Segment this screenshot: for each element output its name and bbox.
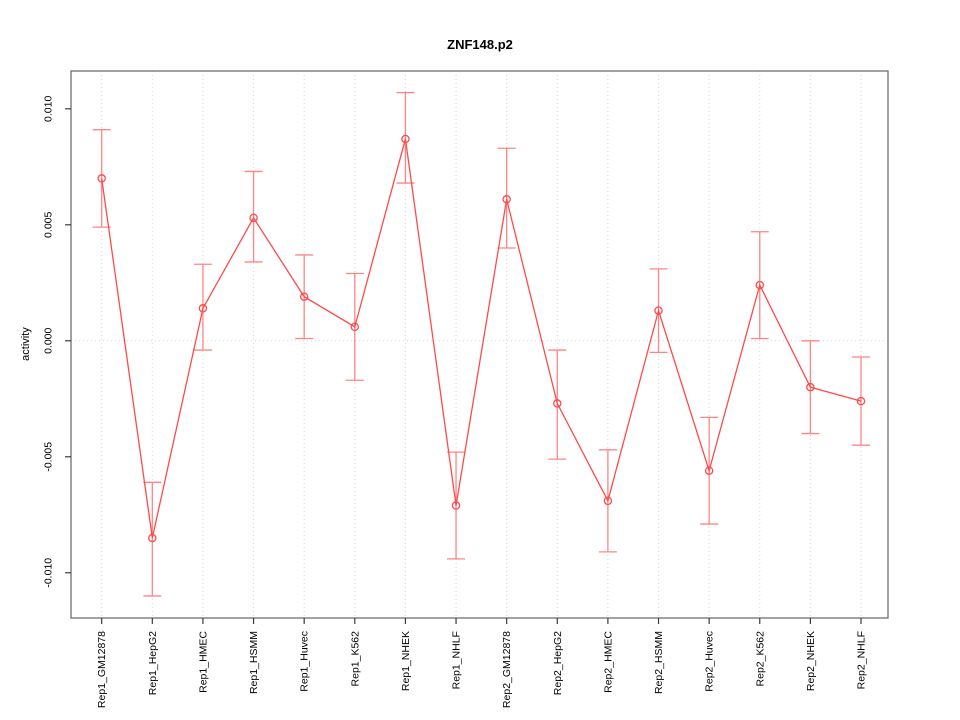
data-point xyxy=(654,306,663,315)
data-point xyxy=(97,174,106,183)
x-tick-label: Rep2_HepG2 xyxy=(552,631,564,695)
x-tick-label: Rep2_GM12878 xyxy=(501,631,513,708)
x-tick-label: Rep1_K562 xyxy=(349,631,361,687)
x-tick-label: Rep2_NHLF xyxy=(856,631,868,689)
data-point xyxy=(704,466,714,475)
x-tick-label: Rep1_NHLF xyxy=(451,631,463,689)
x-tick-label: Rep1_HepG2 xyxy=(147,631,159,695)
chart-title: ZNF148.p2 xyxy=(447,37,513,52)
data-point xyxy=(502,195,511,204)
data-point xyxy=(603,496,613,506)
series-line xyxy=(101,138,862,539)
x-tick-label: Rep1_GM12878 xyxy=(96,631,108,708)
x-tick-label: Rep2_K562 xyxy=(754,631,766,687)
data-point xyxy=(451,501,461,510)
y-tick-label: 0.000 xyxy=(43,327,55,353)
data-point xyxy=(553,399,562,408)
y-tick-label: 0.005 xyxy=(43,212,55,238)
data-point xyxy=(350,322,360,332)
data-point xyxy=(299,292,309,301)
x-tick-label: Rep2_Huvec xyxy=(704,631,716,692)
x-tick-label: Rep1_HMEC xyxy=(197,631,209,693)
data-point xyxy=(401,134,410,144)
data-point xyxy=(806,382,815,392)
y-tick-label: -0.010 xyxy=(43,558,55,588)
plot-frame xyxy=(70,70,889,619)
x-tick-label: Rep1_HSMM xyxy=(248,631,260,694)
x-tick-label: Rep2_HMEC xyxy=(602,631,614,693)
y-tick-label: 0.010 xyxy=(43,96,55,122)
data-point xyxy=(755,280,765,290)
data-point xyxy=(856,396,866,406)
y-tick-label: -0.005 xyxy=(43,442,55,472)
data-point xyxy=(198,304,208,313)
x-tick-label: Rep1_Huvec xyxy=(299,631,311,692)
x-tick-label: Rep1_NHEK xyxy=(400,631,412,691)
data-point xyxy=(148,533,157,543)
data-point xyxy=(249,213,258,223)
x-tick-label: Rep2_HSMM xyxy=(653,631,665,694)
x-tick-label: Rep2_NHEK xyxy=(805,631,817,691)
